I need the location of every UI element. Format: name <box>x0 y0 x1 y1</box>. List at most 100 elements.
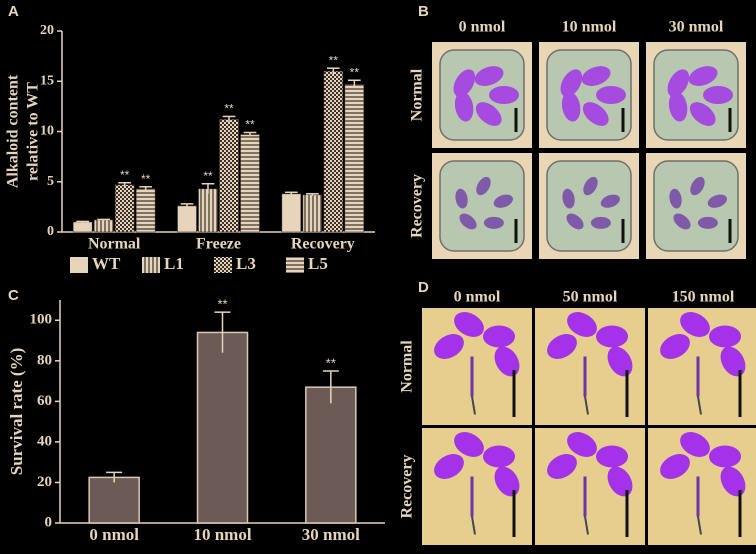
panel-label: D <box>418 279 429 296</box>
plant <box>581 66 611 86</box>
plant <box>667 69 690 97</box>
root <box>471 516 476 535</box>
plant <box>475 102 502 126</box>
plant <box>560 69 583 97</box>
leaf <box>547 454 577 479</box>
root <box>697 516 702 535</box>
significance-label: ** <box>224 102 234 116</box>
legend-swatch <box>286 257 304 273</box>
leaf <box>567 312 597 337</box>
plant <box>455 188 468 209</box>
bar <box>135 188 156 233</box>
bar <box>114 184 135 233</box>
y-axis-label: Survival rate (%) <box>7 348 26 475</box>
leaf <box>547 334 577 359</box>
bar <box>88 476 140 524</box>
leaf <box>494 466 520 497</box>
leaf <box>434 334 464 359</box>
significance-label: ** <box>245 118 255 132</box>
plant <box>673 213 691 230</box>
y-tick-label: 100 <box>30 312 53 328</box>
row-label: Recovery <box>399 455 416 519</box>
x-tick-label: 0 nmol <box>89 525 139 544</box>
plant <box>474 66 504 86</box>
x-tick-label: Recovery <box>291 236 355 253</box>
leaf <box>680 312 710 337</box>
legend-label: L3 <box>236 254 256 273</box>
dish <box>546 160 632 252</box>
plant <box>600 194 620 208</box>
plant <box>668 91 688 122</box>
column-label: 0 nmol <box>454 289 501 306</box>
plant <box>697 216 718 229</box>
legend-label: L5 <box>308 254 328 273</box>
plant <box>483 216 504 229</box>
root <box>471 396 476 415</box>
plant <box>590 216 611 229</box>
plant <box>489 86 519 104</box>
plant <box>562 188 575 209</box>
legend-swatch <box>214 257 232 273</box>
y-tick-label: 60 <box>37 393 52 409</box>
x-tick-label: Freeze <box>196 236 241 253</box>
plant <box>566 213 584 230</box>
bar <box>302 194 323 233</box>
y-tick-label: 80 <box>37 352 52 368</box>
y-tick-label: 20 <box>40 23 54 38</box>
y-tick-label: 20 <box>37 474 52 490</box>
column-label: 0 nmol <box>459 19 506 36</box>
root <box>584 396 589 415</box>
dish <box>653 160 739 252</box>
leaf <box>567 432 597 457</box>
leaf <box>596 445 628 468</box>
bar <box>219 119 239 233</box>
legend-swatch <box>70 257 88 273</box>
plant <box>453 69 476 97</box>
leaf <box>454 432 484 457</box>
plant <box>707 194 727 208</box>
leaf <box>454 312 484 337</box>
column-label: 10 nmol <box>562 19 617 36</box>
root <box>584 516 589 535</box>
bar <box>344 83 365 233</box>
bar <box>72 221 93 233</box>
bar <box>281 193 302 233</box>
y-tick-label: 40 <box>37 433 52 449</box>
panel-label: B <box>418 3 429 20</box>
plant <box>669 188 682 209</box>
legend-swatch <box>142 257 160 273</box>
plant <box>459 213 477 230</box>
leaf <box>434 454 464 479</box>
significance-label: ** <box>203 169 213 183</box>
plant <box>703 86 733 104</box>
leaf <box>680 432 710 457</box>
leaf <box>709 445 741 468</box>
bar <box>240 134 260 233</box>
plant <box>454 91 474 122</box>
plant <box>583 176 598 196</box>
x-tick-label: 30 nmol <box>302 525 360 544</box>
plant <box>689 102 716 126</box>
row-label: Normal <box>409 68 426 121</box>
panel-label: A <box>8 3 19 20</box>
leaf <box>607 346 633 377</box>
y-tick-label: 5 <box>47 174 54 189</box>
column-label: 150 nmol <box>672 289 735 306</box>
significance-label: ** <box>120 168 130 182</box>
leaf <box>709 325 741 348</box>
significance-label: ** <box>326 355 336 370</box>
bar <box>177 205 197 233</box>
significance-label: ** <box>329 53 339 67</box>
leaf <box>720 346 746 377</box>
row-label: Normal <box>399 340 416 393</box>
leaf <box>607 466 633 497</box>
y-tick-label: 0 <box>47 224 54 239</box>
y-tick-label: 0 <box>45 514 53 530</box>
leaf <box>660 334 690 359</box>
root <box>697 396 702 415</box>
column-label: 30 nmol <box>669 19 724 36</box>
plant <box>688 66 718 86</box>
plant <box>690 176 705 196</box>
bar <box>93 219 114 233</box>
